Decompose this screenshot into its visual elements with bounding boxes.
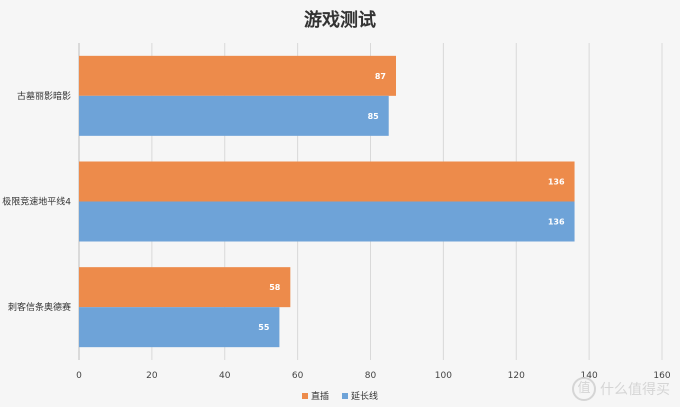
- data-label: 87: [375, 72, 386, 81]
- x-tick-label: 40: [219, 371, 231, 381]
- bar: [79, 267, 291, 308]
- legend-item-series-2: 延长线: [341, 389, 378, 402]
- x-tick-label: 120: [508, 371, 525, 381]
- bar: [79, 307, 280, 348]
- data-label: 136: [548, 218, 565, 227]
- bar: [79, 161, 575, 202]
- bar: [79, 55, 397, 96]
- x-tick-label: 100: [435, 371, 452, 381]
- data-labels: 87 85 136 136 58 55: [258, 72, 565, 332]
- bar: [79, 95, 389, 136]
- legend: 直插 延长线: [0, 389, 680, 402]
- x-tick-label: 80: [365, 371, 377, 381]
- bar: [79, 201, 575, 242]
- x-tick-label: 20: [146, 371, 158, 381]
- chart-title: 游戏测试: [304, 10, 376, 31]
- data-label: 58: [269, 283, 281, 292]
- legend-label: 延长线: [350, 392, 378, 402]
- x-tick-label: 160: [653, 371, 670, 381]
- x-tick-label: 140: [581, 371, 598, 381]
- legend-item-series-1: 直插: [302, 389, 329, 402]
- bars: [79, 55, 575, 348]
- watermark-logo-icon: 值: [572, 377, 596, 401]
- legend-swatch: [341, 392, 348, 399]
- data-label: 136: [548, 178, 565, 187]
- watermark: 值 什么值得买: [572, 377, 670, 401]
- data-label: 85: [368, 112, 380, 121]
- legend-label: 直插: [311, 392, 330, 402]
- x-tick-label: 60: [292, 371, 304, 381]
- legend-swatch: [302, 392, 309, 399]
- x-tick-label: 0: [76, 371, 82, 381]
- watermark-text: 什么值得买: [600, 382, 670, 398]
- category-label: 刺客信条奥德赛: [8, 301, 71, 313]
- category-label: 古墓丽影暗影: [17, 90, 71, 102]
- data-label: 55: [258, 323, 270, 332]
- category-label: 极限竞速地平线4: [2, 196, 71, 208]
